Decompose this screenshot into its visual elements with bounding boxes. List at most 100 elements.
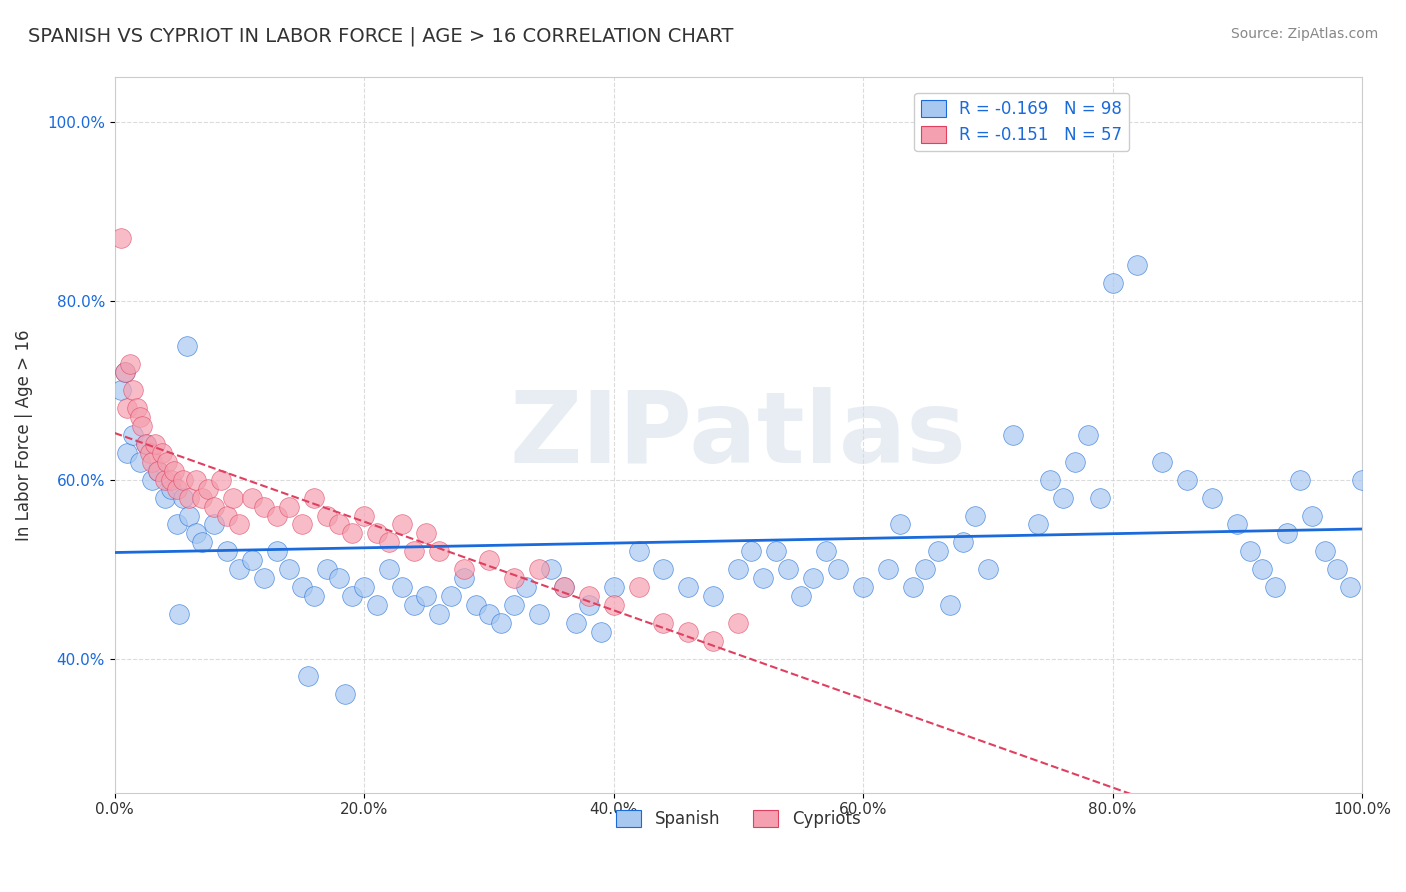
Point — [253, 571, 276, 585]
Point — [914, 562, 936, 576]
Point — [789, 589, 811, 603]
Point — [115, 446, 138, 460]
Point — [801, 571, 824, 585]
Point — [1101, 276, 1123, 290]
Point — [315, 562, 337, 576]
Point — [222, 491, 245, 505]
Point — [1226, 517, 1249, 532]
Point — [315, 508, 337, 523]
Text: SPANISH VS CYPRIOT IN LABOR FORCE | AGE > 16 CORRELATION CHART: SPANISH VS CYPRIOT IN LABOR FORCE | AGE … — [28, 27, 734, 46]
Point — [602, 598, 624, 612]
Y-axis label: In Labor Force | Age > 16: In Labor Force | Age > 16 — [15, 329, 32, 541]
Text: ZIPatlas: ZIPatlas — [510, 386, 967, 483]
Point — [128, 410, 150, 425]
Point — [778, 562, 800, 576]
Point — [1088, 491, 1111, 505]
Point — [465, 598, 488, 612]
Point — [391, 517, 413, 532]
Point — [110, 384, 132, 398]
Point — [1301, 508, 1323, 523]
Point — [527, 607, 550, 621]
Point — [143, 437, 166, 451]
Point — [353, 508, 375, 523]
Point — [110, 231, 132, 245]
Point — [169, 607, 191, 621]
Point — [340, 526, 363, 541]
Point — [527, 562, 550, 576]
Point — [752, 571, 775, 585]
Point — [378, 562, 401, 576]
Point — [427, 544, 450, 558]
Point — [266, 544, 288, 558]
Point — [148, 464, 170, 478]
Point — [115, 401, 138, 416]
Point — [240, 491, 263, 505]
Point — [1064, 455, 1087, 469]
Point — [328, 571, 350, 585]
Point — [901, 580, 924, 594]
Point — [179, 508, 201, 523]
Point — [1175, 473, 1198, 487]
Point — [502, 571, 524, 585]
Point — [253, 500, 276, 514]
Point — [1313, 544, 1336, 558]
Point — [153, 473, 176, 487]
Point — [553, 580, 575, 594]
Point — [366, 598, 388, 612]
Point — [131, 419, 153, 434]
Point — [727, 615, 749, 630]
Point — [153, 491, 176, 505]
Point — [328, 517, 350, 532]
Text: Source: ZipAtlas.com: Source: ZipAtlas.com — [1230, 27, 1378, 41]
Point — [977, 562, 1000, 576]
Point — [540, 562, 562, 576]
Point — [1239, 544, 1261, 558]
Point — [291, 580, 314, 594]
Point — [627, 544, 650, 558]
Point — [1288, 473, 1310, 487]
Point — [191, 491, 214, 505]
Point — [1026, 517, 1049, 532]
Point — [297, 669, 319, 683]
Point — [353, 580, 375, 594]
Point — [159, 482, 181, 496]
Point — [197, 482, 219, 496]
Point — [1264, 580, 1286, 594]
Point — [266, 508, 288, 523]
Point — [135, 437, 157, 451]
Point — [877, 562, 900, 576]
Point — [184, 473, 207, 487]
Point — [366, 526, 388, 541]
Point — [1275, 526, 1298, 541]
Point — [1152, 455, 1174, 469]
Point — [228, 517, 250, 532]
Point — [578, 598, 600, 612]
Point — [156, 455, 179, 469]
Point — [1351, 473, 1374, 487]
Point — [302, 491, 325, 505]
Point — [553, 580, 575, 594]
Point — [159, 473, 181, 487]
Point — [202, 517, 225, 532]
Point — [202, 500, 225, 514]
Point — [889, 517, 911, 532]
Point — [727, 562, 749, 576]
Point — [852, 580, 875, 594]
Point — [1001, 428, 1024, 442]
Point — [591, 624, 613, 639]
Point — [415, 589, 437, 603]
Point — [678, 624, 700, 639]
Point — [335, 687, 357, 701]
Point — [125, 401, 148, 416]
Point — [515, 580, 537, 594]
Point — [627, 580, 650, 594]
Point — [565, 615, 588, 630]
Point — [240, 553, 263, 567]
Point — [172, 473, 194, 487]
Point — [952, 535, 974, 549]
Point — [391, 580, 413, 594]
Point — [166, 517, 188, 532]
Point — [702, 589, 724, 603]
Point — [150, 446, 173, 460]
Point — [453, 562, 475, 576]
